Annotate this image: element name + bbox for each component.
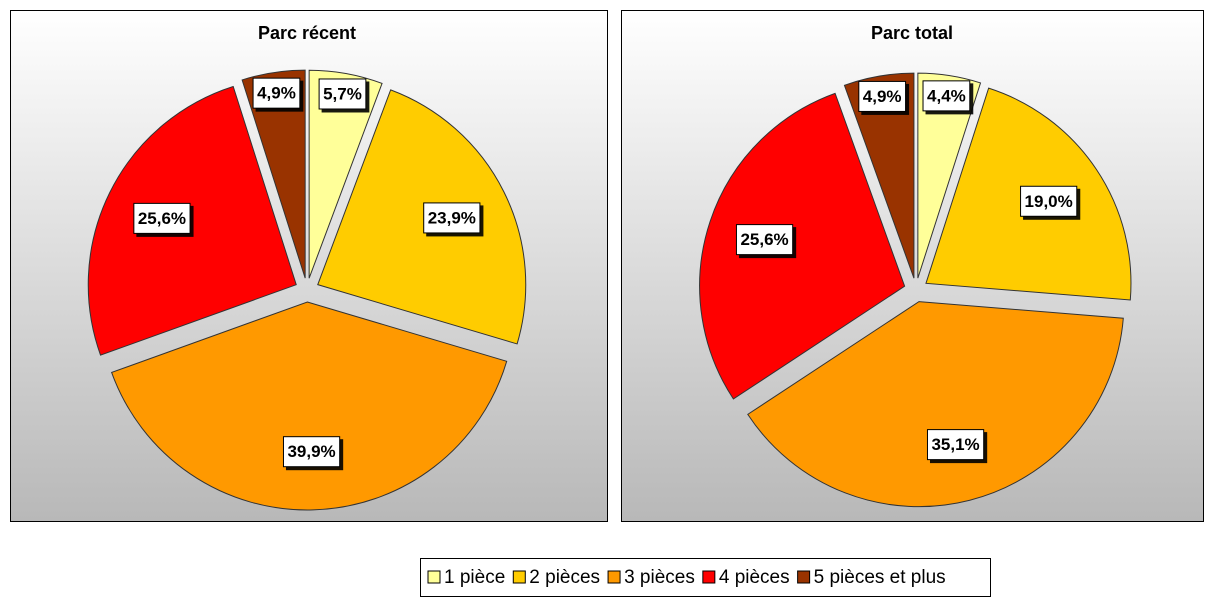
pie-slice <box>317 89 527 345</box>
data-label: 25,6% <box>133 202 191 234</box>
pie-slice <box>699 92 906 400</box>
label-box <box>735 224 794 256</box>
label-text: 25,6% <box>740 230 788 249</box>
pie-slice <box>843 72 915 279</box>
label-text: 39,9% <box>287 442 335 461</box>
label-text: 4,9% <box>257 84 296 103</box>
chart-title: Parc récent <box>258 23 356 43</box>
label-text: 5,7% <box>323 84 362 103</box>
legend-swatch <box>702 570 716 584</box>
data-label: 4,9% <box>858 80 907 112</box>
data-label: 25,6% <box>735 224 794 256</box>
legend-swatch <box>427 570 441 584</box>
label-box <box>282 436 341 468</box>
chart-title: Parc total <box>871 23 953 43</box>
pie-slice <box>87 85 297 356</box>
legend-label: 3 pièces <box>624 567 695 588</box>
legend-label: 5 pièces et plus <box>814 567 946 588</box>
label-box <box>423 202 481 234</box>
data-label: 35,1% <box>926 429 985 461</box>
data-label: 19,0% <box>1020 185 1078 217</box>
label-box <box>252 77 301 109</box>
label-box <box>926 429 985 461</box>
legend-label: 1 pièce <box>444 567 505 588</box>
label-box <box>922 80 971 112</box>
label-text: 25,6% <box>138 209 186 228</box>
label-text: 4,4% <box>927 86 966 105</box>
pie-slice <box>917 72 982 279</box>
label-text: 4,9% <box>863 87 902 106</box>
pie-slice <box>308 69 383 279</box>
pie-slice <box>241 69 306 279</box>
label-box <box>318 78 367 110</box>
legend-swatch <box>607 570 621 584</box>
data-label: 4,9% <box>252 77 301 109</box>
label-box <box>1020 185 1078 217</box>
pie-slice <box>747 301 1124 508</box>
label-box <box>858 80 907 112</box>
data-label: 39,9% <box>282 436 341 468</box>
legend-label: 4 pièces <box>719 567 790 588</box>
data-label: 4,4% <box>922 80 971 112</box>
label-text: 35,1% <box>931 435 979 454</box>
legend-swatch <box>512 570 526 584</box>
legend-swatch <box>797 570 811 584</box>
legend-label: 2 pièces <box>529 567 600 588</box>
data-label: 23,9% <box>423 202 481 234</box>
label-text: 23,9% <box>428 208 476 227</box>
label-box <box>133 202 191 234</box>
pie-slice <box>110 301 508 511</box>
data-label: 5,7% <box>318 78 367 110</box>
label-text: 19,0% <box>1025 192 1073 211</box>
